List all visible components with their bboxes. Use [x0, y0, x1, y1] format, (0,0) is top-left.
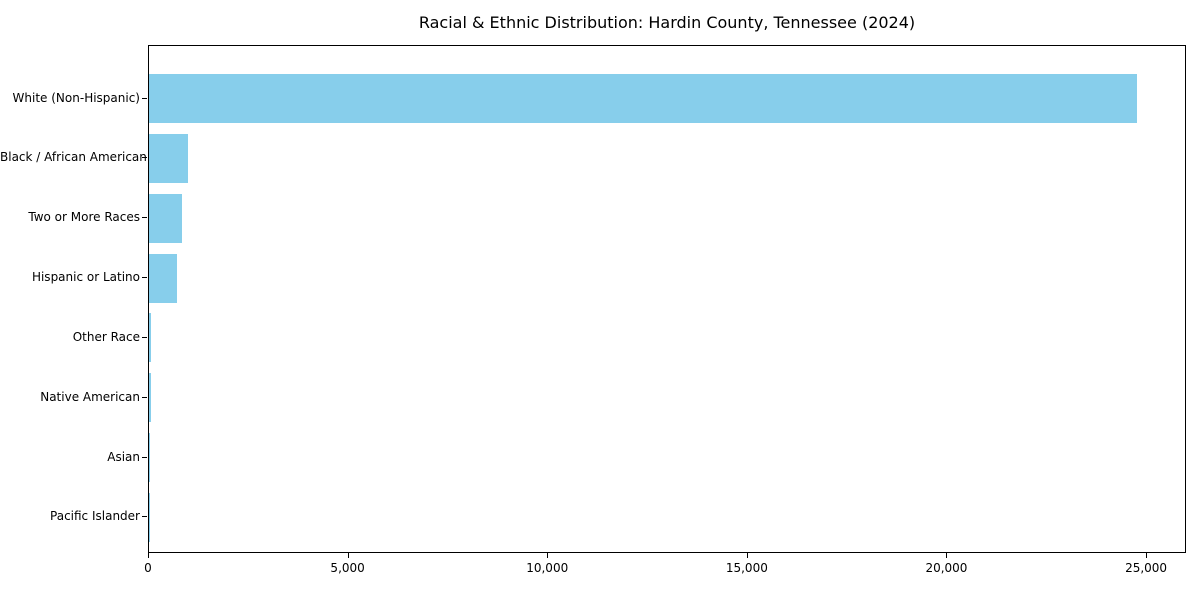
y-axis-label: Hispanic or Latino [31, 270, 140, 285]
chart-bar [149, 74, 1138, 123]
chart-bar [149, 253, 177, 303]
y-axis-tick [142, 157, 147, 159]
y-axis-tick [142, 456, 147, 458]
x-axis-tick [1146, 553, 1148, 558]
chart-bar [149, 433, 150, 483]
chart-title: Racial & Ethnic Distribution: Hardin Cou… [418, 13, 916, 32]
plot-area [148, 45, 1186, 553]
x-axis-tick-label: 15,000 [725, 561, 768, 575]
y-axis-label: White (Non-Hispanic) [12, 90, 140, 105]
y-axis-tick [142, 277, 147, 279]
y-axis-label: Black / African American [0, 150, 147, 165]
x-axis-tick-label: 0 [144, 561, 152, 575]
y-axis-tick [142, 516, 147, 518]
y-axis-tick [142, 217, 147, 219]
y-axis-label: Pacific Islander [50, 509, 140, 524]
x-axis-tick [148, 553, 149, 558]
x-axis-tick [746, 553, 748, 558]
x-axis-tick-label: 20,000 [925, 561, 968, 575]
chart-bar [149, 373, 151, 423]
y-axis-tick [142, 396, 147, 398]
y-axis-tick [142, 97, 147, 99]
y-axis-label: Other Race [72, 329, 140, 344]
y-axis-tick [142, 336, 147, 338]
y-axis-label: Two or More Races [28, 210, 140, 225]
chart-bar [149, 133, 188, 183]
x-axis-tick [347, 553, 349, 558]
x-axis-tick [547, 553, 549, 558]
y-axis-label: Asian [107, 449, 140, 464]
chart-bar [149, 193, 183, 243]
x-axis-tick-label: 10,000 [526, 561, 569, 575]
x-axis-tick [946, 553, 948, 558]
x-axis-tick-label: 5,000 [330, 561, 365, 575]
y-axis-label: Native American [40, 389, 140, 404]
chart-bar [149, 313, 151, 363]
x-axis-tick-label: 25,000 [1125, 561, 1168, 575]
